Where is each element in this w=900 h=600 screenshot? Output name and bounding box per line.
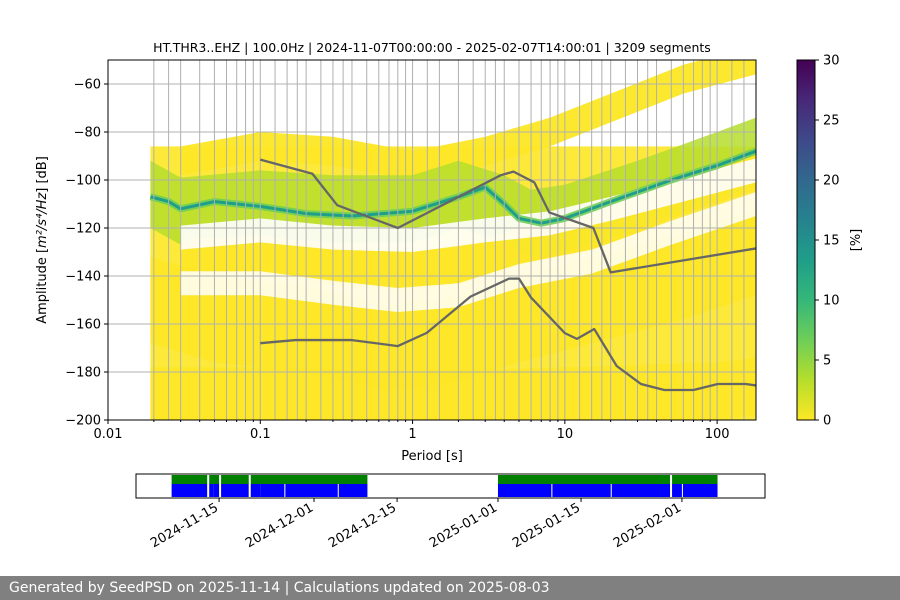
colorbar: [796, 59, 816, 421]
density-bottom-band: [150, 357, 756, 420]
y-tick-label-5: −160: [65, 318, 101, 333]
y-axis-label: Amplitude [m²/s⁴/Hz] [dB]: [35, 156, 50, 324]
processed-segment-3: [248, 484, 261, 497]
y-tick-label-0: −60: [74, 78, 101, 93]
processed-segment-2: [213, 484, 249, 497]
x-tick-label-1: 0.1: [250, 427, 271, 442]
processed-gap-0: [284, 484, 286, 497]
date-tick-label-1: 2024-12-01: [243, 500, 316, 551]
footer-text: Generated by SeedPSD on 2025-11-14 | Cal…: [9, 580, 550, 596]
processed-segment-4: [260, 484, 368, 497]
date-tick-label-3: 2025-01-01: [427, 500, 500, 551]
processed-segment-0: [171, 484, 208, 497]
density-mid-band: [180, 151, 756, 291]
colorbar-tick-label-4: 20: [823, 174, 840, 189]
timeline-gap-2: [248, 475, 251, 497]
x-tick-label-2: 1: [408, 427, 416, 442]
y-tick-label-7: −200: [65, 414, 101, 429]
colorbar-tick-label-5: 25: [823, 114, 840, 129]
date-tick-label-0: 2024-11-15: [148, 500, 221, 551]
processed-segment-5: [497, 484, 671, 497]
x-tick-label-3: 10: [557, 427, 574, 442]
series-nhnm: [259, 158, 756, 274]
y-tick-label-3: −120: [65, 222, 101, 237]
timeline-gap-1: [219, 475, 222, 497]
chart-title: HT.THR3..EHZ | 100.0Hz | 2024-11-07T00:0…: [153, 40, 711, 55]
x-axis-label: Period [s]: [401, 449, 463, 464]
colorbar-ticks: 0 5 10 15 20 25 30: [815, 54, 840, 429]
y-axis-ticks: −60 −80 −100 −120 −140 −160 −180 −200: [65, 78, 108, 429]
x-axis-ticks: 0.01 0.1 1 10 100: [94, 420, 730, 442]
date-tick-label-5: 2025-02-01: [611, 500, 684, 551]
timeline-frame: [135, 473, 766, 499]
density-upper-envelope: [180, 60, 756, 180]
timeline-bars: [171, 475, 718, 497]
y-tick-label-6: −180: [65, 366, 101, 381]
y-tick-label-2: −100: [65, 174, 101, 189]
footer-bar: Generated by SeedPSD on 2025-11-14 | Cal…: [0, 576, 900, 600]
processed-gap-3: [610, 484, 612, 497]
density-empty-gap: [180, 158, 756, 252]
colorbar-tick-label-2: 10: [823, 294, 840, 309]
processed-segment-1: [207, 484, 214, 497]
timeline-gap-0: [207, 475, 210, 497]
grid-lines: [108, 60, 756, 420]
y-tick-label-1: −80: [74, 126, 101, 141]
processed-gap-4: [681, 484, 683, 497]
colorbar-label: [%]: [849, 229, 864, 252]
density-layer: [149, 60, 756, 420]
processed-segment-6: [670, 484, 718, 497]
psd-figure: HT.THR3..EHZ | 100.0Hz | 2024-11-07T00:0…: [35, 40, 864, 551]
y-tick-label-4: −140: [65, 270, 101, 285]
colorbar-tick-label-0: 0: [823, 414, 831, 429]
x-tick-label-0: 0.01: [94, 427, 123, 442]
available-segment-1: [497, 475, 718, 484]
noise-model-lines: [259, 158, 756, 392]
timeline-gap-3: [670, 475, 673, 497]
processed-gap-2: [551, 484, 553, 497]
timeline-date-ticks: 2024-11-15 2024-12-01 2024-12-15 2025-01-01…: [148, 498, 684, 551]
x-tick-label-4: 100: [705, 427, 730, 442]
density-mode-ridge: [150, 149, 756, 225]
series-nlnm: [260, 277, 756, 392]
colorbar-tick-label-3: 15: [823, 234, 840, 249]
colorbar-tick-label-1: 5: [823, 354, 831, 369]
plot-frame: [107, 59, 757, 421]
date-tick-label-2: 2024-12-15: [326, 500, 399, 551]
date-tick-label-4: 2025-01-15: [510, 500, 583, 551]
available-segment-0: [171, 475, 368, 484]
density-empty-gap-2: [180, 192, 756, 312]
colorbar-tick-label-6: 30: [823, 54, 840, 69]
processed-gap-1: [337, 484, 339, 497]
